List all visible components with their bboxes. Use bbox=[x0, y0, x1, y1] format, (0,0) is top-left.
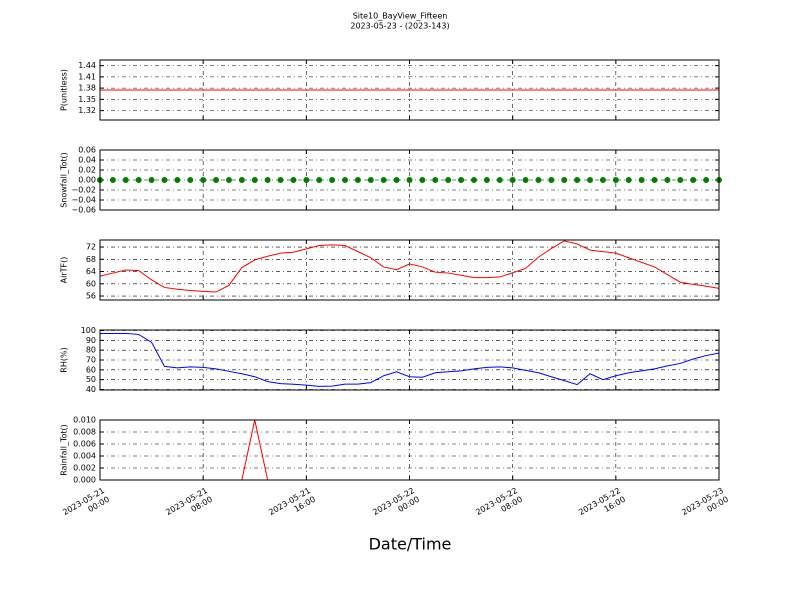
data-point bbox=[574, 177, 581, 183]
y-axis-label: P(unitless) bbox=[60, 69, 69, 111]
data-point bbox=[380, 177, 387, 183]
y-tick-label: 56 bbox=[86, 292, 96, 301]
data-point bbox=[174, 177, 181, 183]
data-point bbox=[187, 177, 194, 183]
plot-frame bbox=[99, 149, 720, 211]
y-tick-label: −0.02 bbox=[71, 186, 96, 195]
data-point bbox=[419, 177, 426, 183]
y-tick-label: 1.32 bbox=[78, 106, 96, 115]
data-point bbox=[329, 177, 336, 183]
y-tick-label: 0.000 bbox=[73, 476, 96, 485]
y-tick-label: 1.44 bbox=[78, 61, 96, 70]
data-point bbox=[548, 177, 555, 183]
data-point bbox=[535, 177, 542, 183]
y-tick-label: 40 bbox=[86, 385, 96, 394]
y-tick-label: 1.35 bbox=[78, 95, 96, 104]
data-line bbox=[100, 332, 720, 387]
data-point bbox=[406, 177, 413, 183]
data-point bbox=[703, 177, 710, 183]
y-tick-label: 64 bbox=[86, 267, 96, 276]
data-point bbox=[587, 177, 594, 183]
y-tick-label: 90 bbox=[86, 336, 96, 345]
data-point bbox=[483, 177, 490, 183]
data-point bbox=[200, 177, 207, 183]
data-line bbox=[99, 240, 720, 293]
y-tick-label: 60 bbox=[86, 279, 96, 288]
data-point bbox=[509, 177, 516, 183]
y-axis-label: RH(%) bbox=[60, 347, 69, 372]
data-point bbox=[664, 177, 671, 183]
data-point bbox=[522, 177, 529, 183]
data-point bbox=[342, 177, 349, 183]
data-point bbox=[316, 177, 323, 183]
plot-frame bbox=[99, 329, 720, 391]
y-tick-label: 100 bbox=[81, 326, 96, 335]
y-tick-label: 70 bbox=[86, 356, 96, 365]
data-point bbox=[303, 177, 310, 183]
data-point bbox=[677, 177, 684, 183]
y-tick-label: 0.04 bbox=[78, 156, 96, 165]
plot-frame bbox=[99, 419, 720, 481]
data-point bbox=[445, 177, 452, 183]
y-tick-label: 72 bbox=[86, 243, 96, 252]
data-point bbox=[612, 177, 619, 183]
y-tick-label: 0.004 bbox=[73, 452, 96, 461]
data-point bbox=[599, 177, 606, 183]
y-tick-label: 0.006 bbox=[73, 440, 96, 449]
data-point bbox=[470, 177, 477, 183]
y-tick-label: 0.002 bbox=[73, 464, 96, 473]
plot-frame bbox=[99, 239, 720, 301]
y-tick-label: 0.06 bbox=[78, 146, 96, 155]
data-point bbox=[367, 177, 374, 183]
y-tick-label: 60 bbox=[86, 365, 96, 374]
plot-frame bbox=[99, 59, 720, 121]
y-tick-label: 1.41 bbox=[78, 72, 96, 81]
data-point bbox=[213, 177, 220, 183]
y-axis-label: Rainfall_Tot() bbox=[60, 424, 69, 476]
y-tick-label: 0.00 bbox=[78, 176, 96, 185]
data-point bbox=[290, 177, 297, 183]
data-point bbox=[690, 177, 697, 183]
data-point bbox=[393, 177, 400, 183]
data-point bbox=[148, 177, 155, 183]
data-point bbox=[625, 177, 632, 183]
y-tick-label: −0.06 bbox=[71, 206, 96, 215]
y-tick-label: 1.38 bbox=[78, 84, 96, 93]
y-tick-label: 0.008 bbox=[73, 428, 96, 437]
data-point bbox=[225, 177, 232, 183]
data-point bbox=[638, 177, 645, 183]
data-point bbox=[496, 177, 503, 183]
data-point bbox=[122, 177, 129, 183]
y-tick-label: 68 bbox=[86, 255, 96, 264]
y-tick-label: 0.02 bbox=[78, 166, 96, 175]
data-point bbox=[458, 177, 465, 183]
y-axis-label: Snowfall_Tot() bbox=[60, 152, 69, 208]
data-point bbox=[238, 177, 245, 183]
data-point bbox=[161, 177, 168, 183]
y-tick-label: 50 bbox=[86, 375, 96, 384]
chart-title: Site10_BayView_Fifteen bbox=[353, 12, 448, 21]
data-point bbox=[354, 177, 361, 183]
data-point bbox=[432, 177, 439, 183]
data-point bbox=[109, 177, 116, 183]
data-point bbox=[561, 177, 568, 183]
data-point bbox=[277, 177, 284, 183]
y-tick-label: 80 bbox=[86, 346, 96, 355]
y-tick-label: −0.04 bbox=[71, 196, 96, 205]
chart-subtitle: 2023-05-23 - (2023-143) bbox=[350, 22, 449, 31]
x-axis-label: Date/Time bbox=[369, 535, 452, 554]
y-axis-label: AirTF() bbox=[60, 257, 69, 284]
data-point bbox=[251, 177, 258, 183]
data-point bbox=[135, 177, 142, 183]
data-point bbox=[264, 177, 271, 183]
y-tick-label: 0.010 bbox=[73, 416, 96, 425]
data-point bbox=[651, 177, 658, 183]
